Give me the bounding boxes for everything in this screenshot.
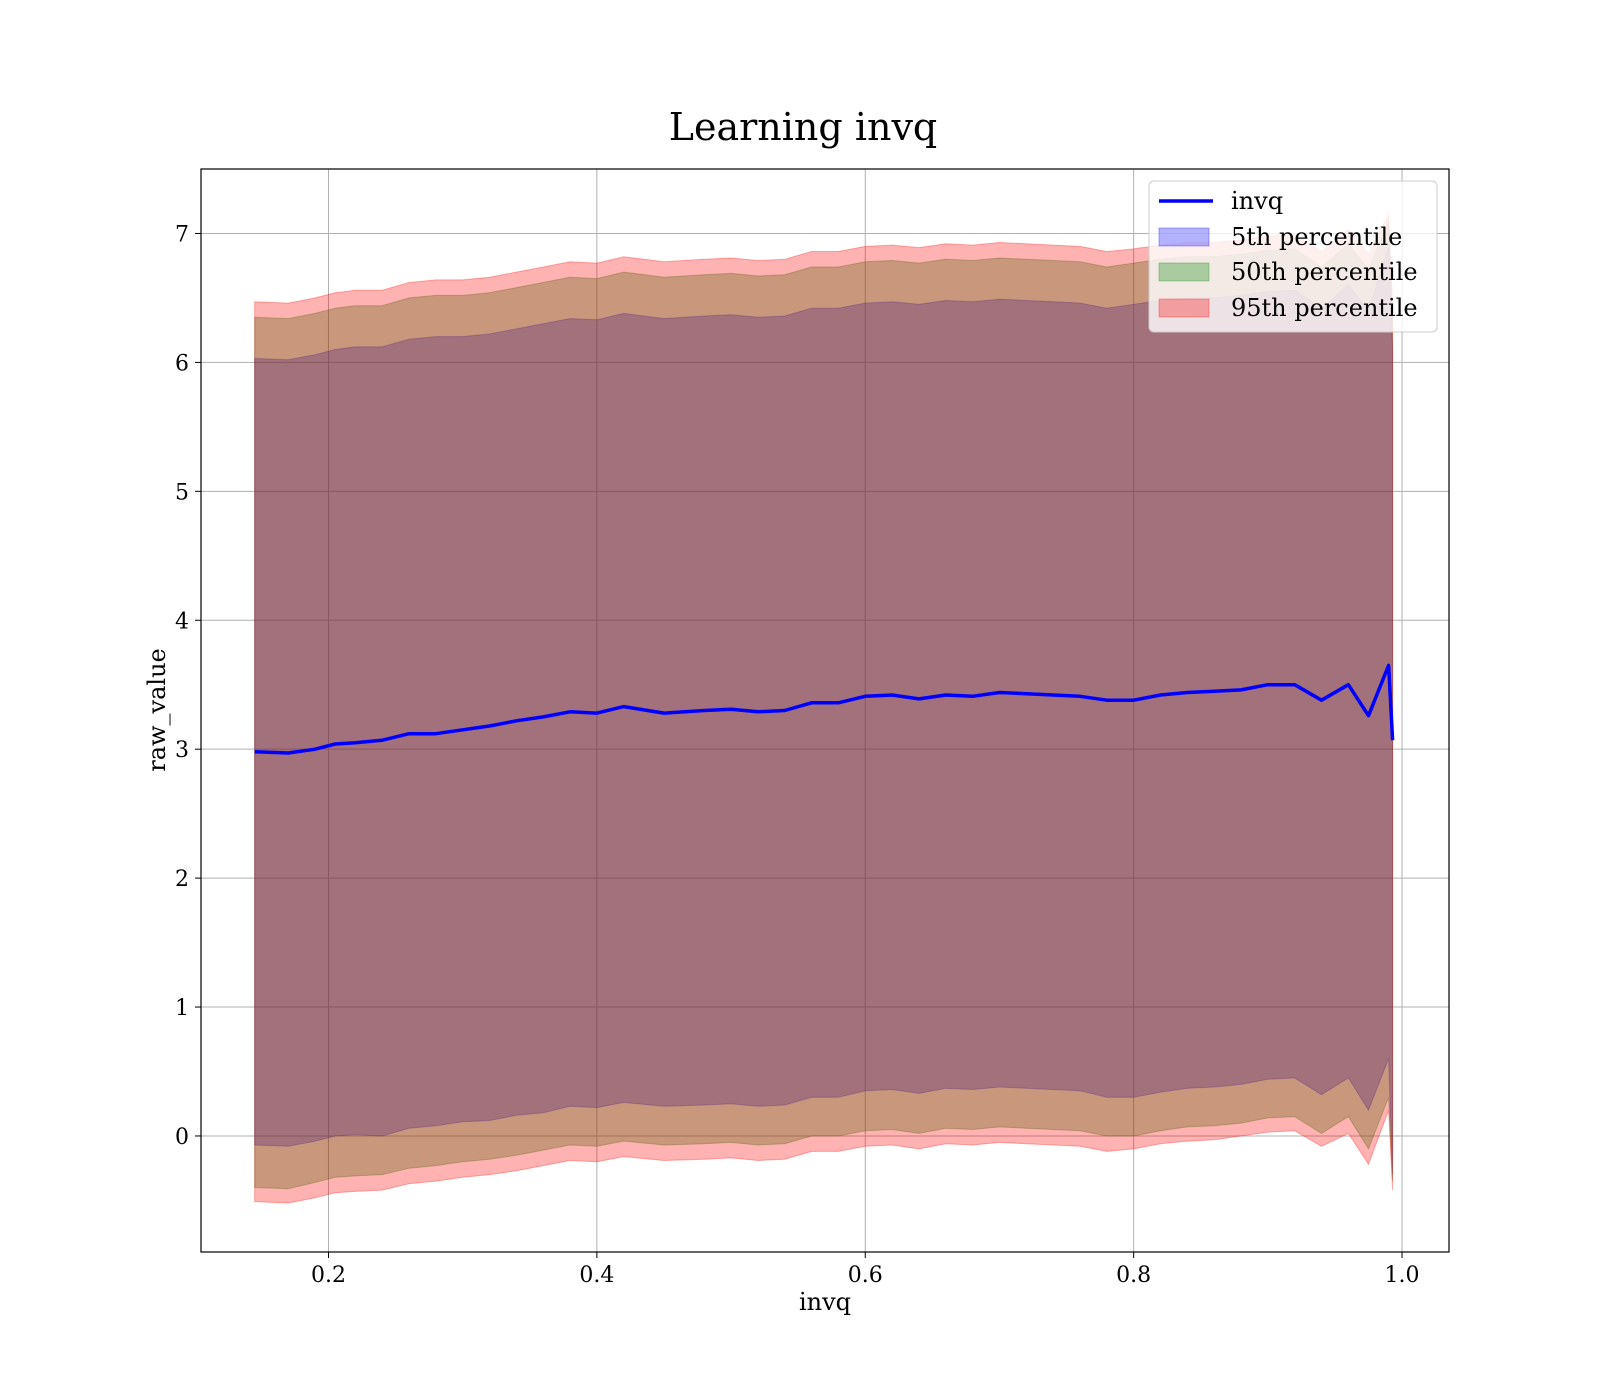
- line-layer: [254, 663, 1395, 755]
- legend-label-invq: invq: [1231, 187, 1283, 215]
- legend: invq 5th percentile 50th percentile 95th…: [1148, 180, 1438, 333]
- band-50th-percentile: [254, 220, 1394, 1190]
- x-tick-label: 0.2: [311, 1263, 346, 1288]
- legend-label-50th: 50th percentile: [1231, 258, 1418, 286]
- y-tick-label: 4: [175, 609, 189, 634]
- legend-50th-swatch: [1158, 262, 1210, 282]
- y-tick-label: 2: [175, 867, 189, 892]
- legend-label-95th: 95th percentile: [1231, 294, 1418, 322]
- x-tick-label: 1.0: [1385, 1263, 1420, 1288]
- x-tick-label: 0.6: [848, 1263, 883, 1288]
- y-tick-label: 6: [175, 351, 189, 376]
- x-tick-label: 0.4: [579, 1263, 614, 1288]
- legend-95th-swatch: [1158, 298, 1210, 318]
- y-tick-label: 3: [175, 738, 189, 763]
- tick-layer: 0.2 0.4 0.6 0.8 1.0 0 1 2 3 4 5 6 7: [175, 222, 1420, 1288]
- plot-frame: [200, 168, 1450, 1253]
- chart-title: Learning invq: [669, 105, 937, 149]
- legend-label-5th: 5th percentile: [1231, 223, 1402, 251]
- band-95th-percentile: [254, 212, 1394, 1204]
- band-layer: [254, 212, 1394, 1204]
- y-tick-label: 5: [175, 480, 189, 505]
- series-line-invq: [254, 663, 1395, 755]
- y-tick-label: 7: [175, 222, 189, 247]
- x-tick-label: 0.8: [1116, 1263, 1151, 1288]
- y-tick-label: 1: [175, 996, 189, 1021]
- legend-5th-swatch: [1158, 227, 1210, 247]
- band-5th-percentile: [254, 246, 1394, 1175]
- grid-layer: [201, 169, 1449, 1252]
- legend-frame: [1148, 180, 1438, 333]
- y-tick-label: 0: [175, 1125, 189, 1150]
- y-axis-label: raw_value: [143, 648, 171, 772]
- x-axis-label: invq: [799, 1288, 851, 1316]
